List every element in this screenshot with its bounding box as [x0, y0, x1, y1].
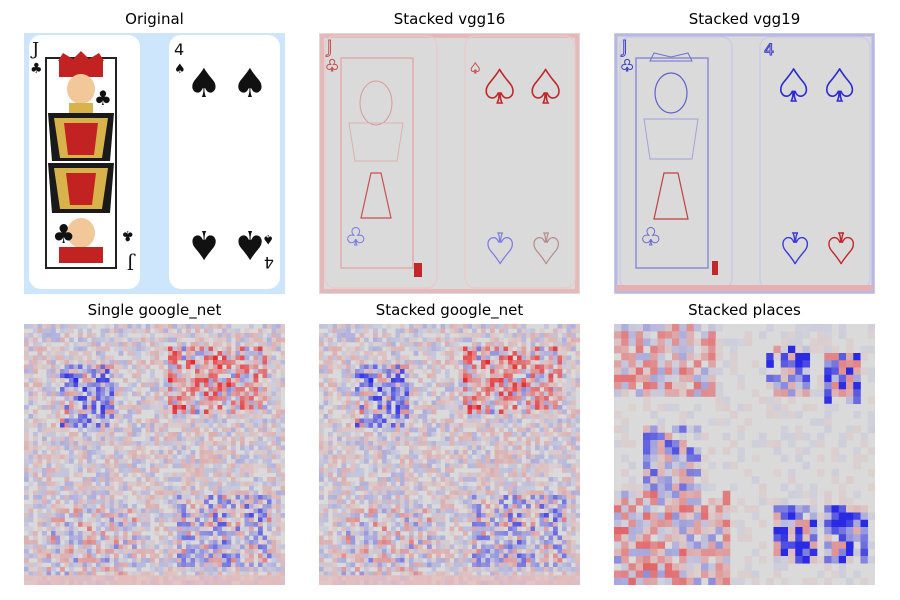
svg-text:4: 4	[764, 40, 774, 59]
jack-corner-letter: J	[30, 39, 39, 60]
svg-text:♠: ♠	[232, 61, 268, 107]
svg-text:♣: ♣	[52, 220, 75, 250]
svg-text:♠: ♠	[822, 223, 860, 272]
svg-text:♠: ♠	[174, 62, 186, 77]
stacked-vgg19-panel: J ♣ 4 ♠ ♠ ♠ ♠ ♣	[614, 33, 875, 294]
svg-text:♠: ♠	[820, 61, 859, 112]
stacked-places-heatmap	[614, 324, 875, 585]
jack-corner-club-icon: ♣	[30, 61, 43, 77]
stacked-vgg16-panel: J ♣ ♠ ♠ ♠ ♠ ♠ ♣	[319, 33, 580, 294]
panel-title-single-google-net: Single google_net	[87, 301, 222, 319]
svg-text:J: J	[621, 37, 627, 58]
svg-text:4: 4	[174, 40, 184, 59]
svg-text:♠: ♠	[262, 231, 274, 246]
stacked-google-net-heatmap	[319, 324, 580, 585]
single-google-net-panel	[24, 324, 285, 585]
svg-text:♣: ♣	[325, 56, 339, 75]
svg-text:♠: ♠	[479, 60, 520, 114]
original-image-panel: J ♣ ♣ ♣ ♣ J 4 ♠ ♠ ♠ ♠ ♠ ♠ 4	[24, 33, 285, 294]
stacked-vgg16-heatmap: J ♣ ♠ ♠ ♠ ♠ ♠ ♣	[319, 33, 580, 294]
panel-title-stacked-vgg16: Stacked vgg16	[393, 10, 506, 28]
single-google-net-heatmap	[24, 324, 285, 585]
svg-text:J: J	[326, 37, 332, 58]
svg-text:♣: ♣	[345, 223, 367, 251]
svg-text:♠: ♠	[186, 221, 222, 267]
svg-text:♠: ♠	[469, 61, 482, 77]
svg-text:♣: ♣	[94, 86, 112, 110]
panel-title-original: Original	[125, 10, 184, 28]
stacked-places-panel	[614, 324, 875, 585]
svg-text:♣: ♣	[640, 223, 662, 251]
stacked-google-net-panel	[319, 324, 580, 585]
panel-title-stacked-places: Stacked places	[688, 301, 801, 319]
svg-text:♠: ♠	[776, 223, 814, 272]
stacked-vgg19-heatmap: J ♣ 4 ♠ ♠ ♠ ♠ ♣	[614, 33, 875, 294]
svg-text:♠: ♠	[774, 61, 813, 112]
svg-text:♣: ♣	[121, 227, 134, 243]
svg-text:♠: ♠	[481, 223, 519, 272]
panel-title-stacked-vgg19: Stacked vgg19	[688, 10, 801, 28]
svg-text:♠: ♠	[232, 221, 268, 267]
original-cards-image: J ♣ ♣ ♣ ♣ J 4 ♠ ♠ ♠ ♠ ♠ ♠ 4	[24, 33, 285, 294]
svg-text:♠: ♠	[527, 223, 565, 272]
jack-of-clubs-card	[29, 35, 140, 289]
svg-text:J: J	[127, 252, 136, 273]
svg-text:♠: ♠	[525, 60, 566, 114]
four-of-spades-card	[169, 35, 280, 289]
svg-text:♣: ♣	[620, 56, 634, 75]
svg-text:4: 4	[264, 253, 274, 272]
svg-text:♠: ♠	[186, 61, 222, 107]
panel-title-stacked-google-net: Stacked google_net	[375, 301, 524, 319]
